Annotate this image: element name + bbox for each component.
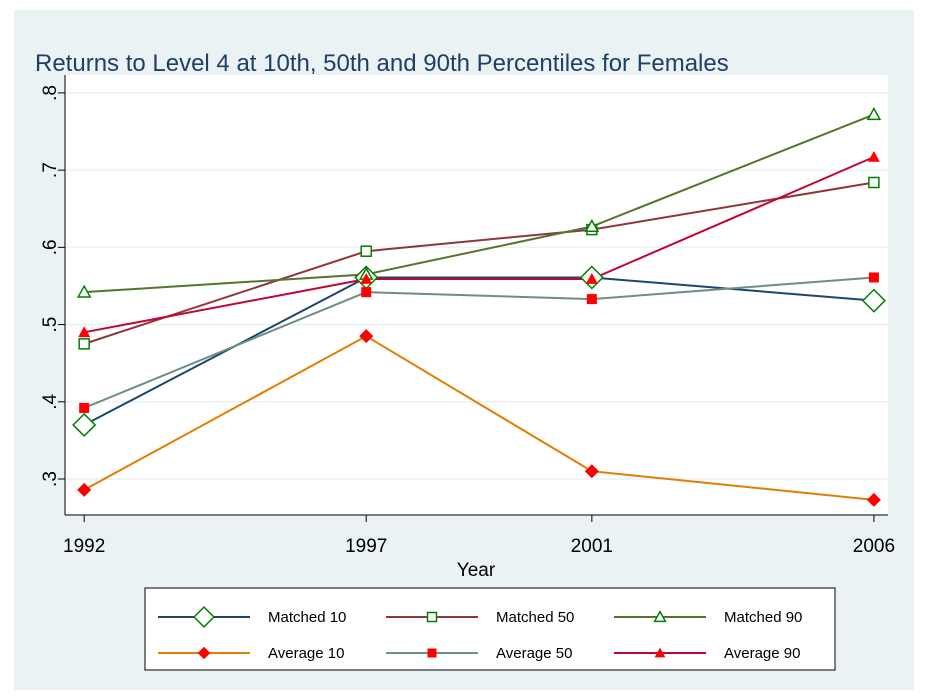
y-tick-label: .3 <box>40 471 61 487</box>
legend <box>144 587 836 671</box>
y-tick-label: .6 <box>40 239 61 255</box>
marker <box>79 402 90 413</box>
series-line <box>83 276 874 409</box>
y-tick-label: .8 <box>40 85 61 101</box>
y-tick-label: .7 <box>40 162 61 178</box>
marker <box>77 482 92 497</box>
legend-label: Matched 10 <box>268 609 346 626</box>
marker <box>586 294 597 305</box>
legend-label: Matched 90 <box>724 609 802 626</box>
marker <box>426 611 438 623</box>
marker <box>867 151 880 162</box>
marker <box>866 106 882 121</box>
marker <box>78 326 91 338</box>
marker <box>427 648 437 658</box>
y-tick-label: .4 <box>40 393 61 409</box>
marker <box>866 492 881 507</box>
series-line <box>84 113 875 294</box>
legend-label: Matched 50 <box>496 609 574 626</box>
marker <box>360 245 372 257</box>
marker <box>193 606 215 628</box>
series-line <box>83 156 875 334</box>
marker <box>868 176 880 189</box>
x-axis-title: Year <box>457 560 496 581</box>
marker <box>197 646 211 660</box>
marker <box>360 273 373 284</box>
series-line <box>83 335 874 501</box>
x-tick-label: 1997 <box>345 536 387 557</box>
chart-title: Returns to Level 4 at 10th, 50th and 90t… <box>35 50 729 77</box>
marker <box>584 218 600 233</box>
x-tick-label: 2006 <box>853 536 895 557</box>
x-tick-label: 1992 <box>63 536 105 557</box>
legend-label: Average 50 <box>496 645 572 662</box>
y-tick-label: .5 <box>40 317 61 333</box>
marker <box>361 287 372 298</box>
legend-label: Average 90 <box>724 645 800 662</box>
marker <box>653 610 667 623</box>
marker <box>654 647 666 658</box>
marker <box>76 284 92 298</box>
x-tick-label: 2001 <box>571 536 613 557</box>
marker <box>861 288 886 313</box>
marker <box>868 272 879 283</box>
marker <box>78 338 90 350</box>
marker <box>359 329 374 344</box>
series-line <box>83 181 875 345</box>
marker <box>72 412 97 438</box>
marker <box>585 273 598 284</box>
marker <box>584 464 599 479</box>
legend-label: Average 10 <box>268 645 344 662</box>
